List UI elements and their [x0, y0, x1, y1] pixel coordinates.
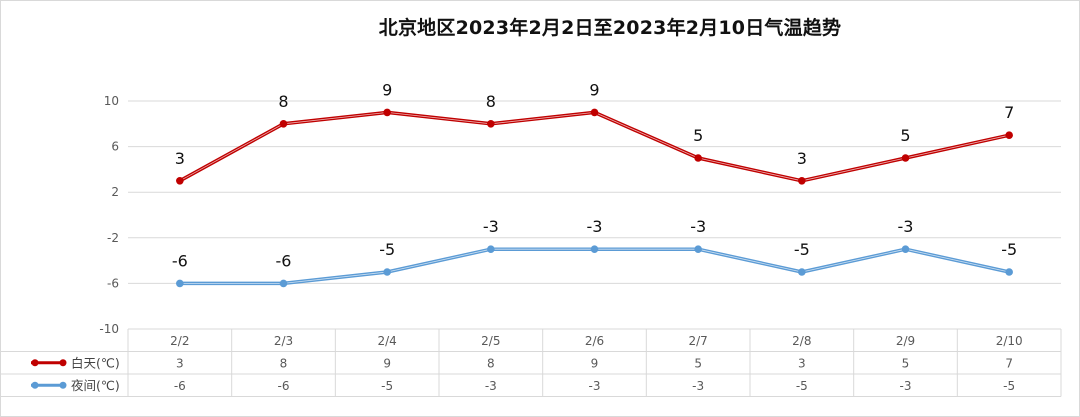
data-point	[383, 268, 391, 276]
series-line	[179, 247, 1010, 286]
table-cell-value: 5	[902, 356, 910, 370]
data-label: -5	[379, 240, 395, 259]
gridlines	[128, 100, 1061, 284]
y-tick-label: 2	[111, 185, 119, 199]
x-category-label: 2/5	[481, 334, 500, 348]
x-category-label: 2/10	[996, 334, 1023, 348]
data-point	[901, 245, 910, 253]
data-point	[901, 154, 910, 162]
data-label: 9	[382, 80, 392, 99]
table-cell-value: 8	[487, 356, 495, 370]
data-point	[176, 177, 184, 185]
data-label: -3	[898, 217, 914, 236]
data-label: 8	[486, 92, 496, 111]
x-category-label: 2/3	[274, 334, 293, 348]
data-label: -3	[483, 217, 499, 236]
data-label: -6	[172, 251, 188, 270]
x-category-label: 2/4	[378, 334, 397, 348]
data-point	[590, 108, 599, 117]
x-category-label: 2/8	[792, 334, 811, 348]
x-category-label: 2/9	[896, 334, 915, 348]
data-point	[487, 120, 495, 128]
data-label: -6	[276, 251, 292, 270]
chart-title: 北京地区2023年2月2日至2023年2月10日气温趋势	[378, 17, 842, 39]
series-lines	[176, 108, 1013, 288]
table-cell-value: 9	[591, 356, 599, 370]
x-category-label: 2/6	[585, 334, 604, 348]
data-label: 5	[900, 126, 910, 145]
table-cell-value: 3	[798, 356, 806, 370]
data-point	[1005, 131, 1013, 139]
x-category-label: 2/7	[689, 334, 708, 348]
table-cell-value: 7	[1005, 356, 1013, 370]
legend-marker-key	[31, 359, 39, 367]
data-label: 8	[278, 92, 288, 111]
table-cell-value: 9	[383, 356, 391, 370]
table-cell-value: -3	[692, 379, 704, 393]
data-label: 5	[693, 126, 703, 145]
legend-marker-key	[59, 381, 67, 389]
legend-marker-key	[31, 381, 39, 389]
table-cell-value: -3	[485, 379, 497, 393]
data-label: -5	[1001, 240, 1017, 259]
data-point	[694, 245, 702, 253]
table-cell-value: -6	[278, 379, 290, 393]
data-point	[1005, 268, 1013, 276]
x-category-label: 2/2	[170, 334, 189, 348]
y-tick-label: -10	[99, 322, 119, 336]
data-label: -3	[690, 217, 706, 236]
data-point	[798, 177, 806, 185]
data-point	[590, 245, 599, 253]
y-tick-label: 10	[104, 94, 119, 108]
legend-marker-key	[59, 359, 67, 367]
table-cell-value: -3	[900, 379, 912, 393]
data-point	[487, 245, 495, 253]
legend-series-name: 夜间(℃)	[71, 378, 120, 393]
y-axis: 10 6 2 -2 -6 -10	[99, 94, 119, 336]
data-table: 2/2 2/3 2/4 2/5 2/6 2/7 2/8 2/9 2/10 白天(℃) 3 8 9 8 9 5 3…	[1, 328, 1062, 397]
data-point	[798, 268, 806, 276]
data-labels: 3 8 9 8 9 5 3 5 7 -6 -6 -5 -3 -3 -3 -5 -3 -5	[172, 80, 1017, 270]
table-cell-value: 5	[694, 356, 702, 370]
table-cell-value: 8	[280, 356, 288, 370]
data-point	[694, 154, 702, 162]
data-label: 7	[1004, 103, 1014, 122]
table-cell-value: -5	[1003, 379, 1015, 393]
data-point	[279, 120, 288, 128]
table-cell-value: -5	[796, 379, 808, 393]
table-cell-value: -3	[589, 379, 601, 393]
y-tick-label: -2	[107, 231, 119, 245]
y-tick-label: -6	[107, 276, 119, 290]
data-label: -5	[794, 240, 810, 259]
legend-series-name: 白天(℃)	[71, 355, 120, 370]
table-cell-value: 3	[176, 356, 184, 370]
data-point	[176, 279, 184, 288]
table-cell-value: -6	[174, 379, 186, 393]
data-point	[383, 108, 391, 117]
data-point	[279, 279, 288, 288]
y-tick-label: 6	[111, 140, 119, 154]
data-label: -3	[587, 217, 603, 236]
data-label: 9	[589, 80, 599, 99]
table-cell-value: -5	[381, 379, 393, 393]
data-label: 3	[175, 149, 185, 168]
data-label: 3	[797, 149, 807, 168]
